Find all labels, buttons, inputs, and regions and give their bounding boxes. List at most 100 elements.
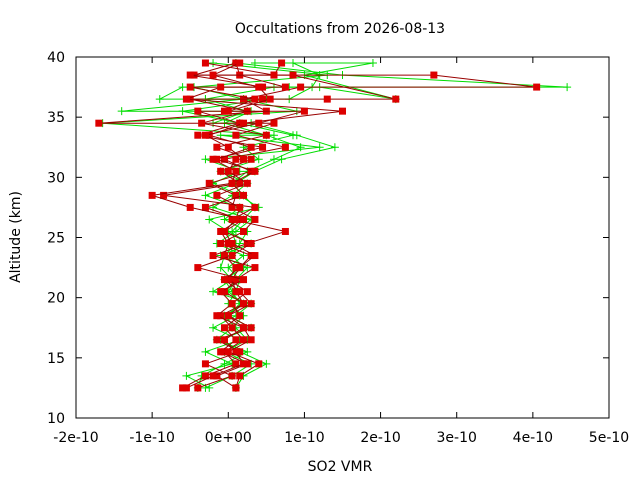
data-point <box>262 131 270 139</box>
data-point <box>315 143 324 152</box>
data-point <box>236 288 244 296</box>
x-tick-label: 3e-10 <box>437 430 477 446</box>
data-point <box>266 95 274 103</box>
data-point <box>209 71 217 79</box>
x-tick-label: -2e-10 <box>53 430 98 446</box>
data-point <box>240 276 248 284</box>
data-point <box>278 59 286 67</box>
data-point <box>232 167 240 175</box>
data-point <box>213 155 221 163</box>
data-point <box>201 360 209 368</box>
data-point <box>205 179 213 187</box>
data-point <box>232 155 240 163</box>
data-point <box>198 119 206 127</box>
data-point <box>213 191 221 199</box>
data-point <box>243 240 251 248</box>
data-point <box>232 276 240 284</box>
data-point <box>236 215 244 223</box>
data-point <box>217 288 225 296</box>
data-point <box>182 384 190 392</box>
data-point <box>228 240 236 248</box>
data-point <box>277 155 286 164</box>
data-point <box>228 252 236 260</box>
data-point <box>339 107 346 115</box>
data-point <box>281 143 289 151</box>
data-point <box>201 372 209 380</box>
data-point <box>250 59 259 68</box>
data-point <box>220 215 229 224</box>
data-point <box>368 59 377 68</box>
data-point <box>186 83 194 91</box>
data-point <box>220 288 228 296</box>
data-point <box>148 191 156 199</box>
data-point <box>251 215 259 223</box>
data-point <box>240 227 248 235</box>
data-point <box>240 336 248 344</box>
data-point <box>240 119 248 127</box>
data-point <box>224 167 232 175</box>
data-point <box>255 83 263 91</box>
data-point <box>232 264 240 272</box>
data-point <box>220 359 229 368</box>
data-point <box>224 312 232 320</box>
data-point <box>232 215 240 223</box>
data-point <box>247 155 255 163</box>
data-point <box>251 203 259 211</box>
data-point <box>117 107 126 116</box>
y-tick-label: 25 <box>47 231 65 247</box>
data-point <box>224 276 232 284</box>
data-point <box>209 155 217 163</box>
data-point <box>217 312 225 320</box>
data-point <box>240 155 248 163</box>
data-point <box>270 71 278 79</box>
chart-title: Occultations from 2026-08-13 <box>235 21 445 37</box>
data-point <box>240 191 248 199</box>
data-point <box>178 83 187 92</box>
data-point <box>186 203 194 211</box>
data-point <box>259 143 267 151</box>
data-point <box>269 155 278 164</box>
data-point <box>194 107 202 115</box>
data-point <box>251 95 259 103</box>
data-point <box>533 83 541 91</box>
data-point <box>224 240 232 248</box>
x-tick-label: -1e-10 <box>129 430 174 446</box>
data-point <box>247 143 255 151</box>
data-point <box>254 155 263 164</box>
data-point <box>247 336 255 344</box>
data-point <box>262 359 271 368</box>
series-layer <box>95 59 572 392</box>
x-tick-label: 5e-10 <box>589 430 629 446</box>
data-point <box>209 252 217 260</box>
data-point <box>216 263 225 272</box>
data-point <box>209 372 217 380</box>
data-point <box>247 300 255 308</box>
data-point <box>228 372 236 380</box>
data-point <box>205 215 214 224</box>
data-point <box>297 83 305 91</box>
data-point <box>220 107 228 115</box>
data-point <box>194 131 202 139</box>
x-tick-label: 2e-10 <box>360 430 400 446</box>
data-point <box>228 215 236 223</box>
data-point <box>220 276 228 284</box>
data-point <box>220 336 228 344</box>
data-point <box>236 59 244 67</box>
data-point <box>217 83 225 91</box>
data-point <box>186 71 194 79</box>
data-point <box>243 288 251 296</box>
data-point <box>217 167 225 175</box>
data-point <box>259 95 267 103</box>
data-point <box>243 360 251 368</box>
series-7-square <box>186 59 289 392</box>
data-point <box>300 107 308 115</box>
data-point <box>247 324 255 332</box>
data-point <box>228 276 236 284</box>
series-9-square <box>201 59 308 392</box>
data-point <box>323 95 331 103</box>
data-point <box>220 252 228 260</box>
data-point <box>213 336 221 344</box>
data-point <box>247 252 255 260</box>
data-point <box>201 347 210 356</box>
data-point <box>236 348 244 356</box>
